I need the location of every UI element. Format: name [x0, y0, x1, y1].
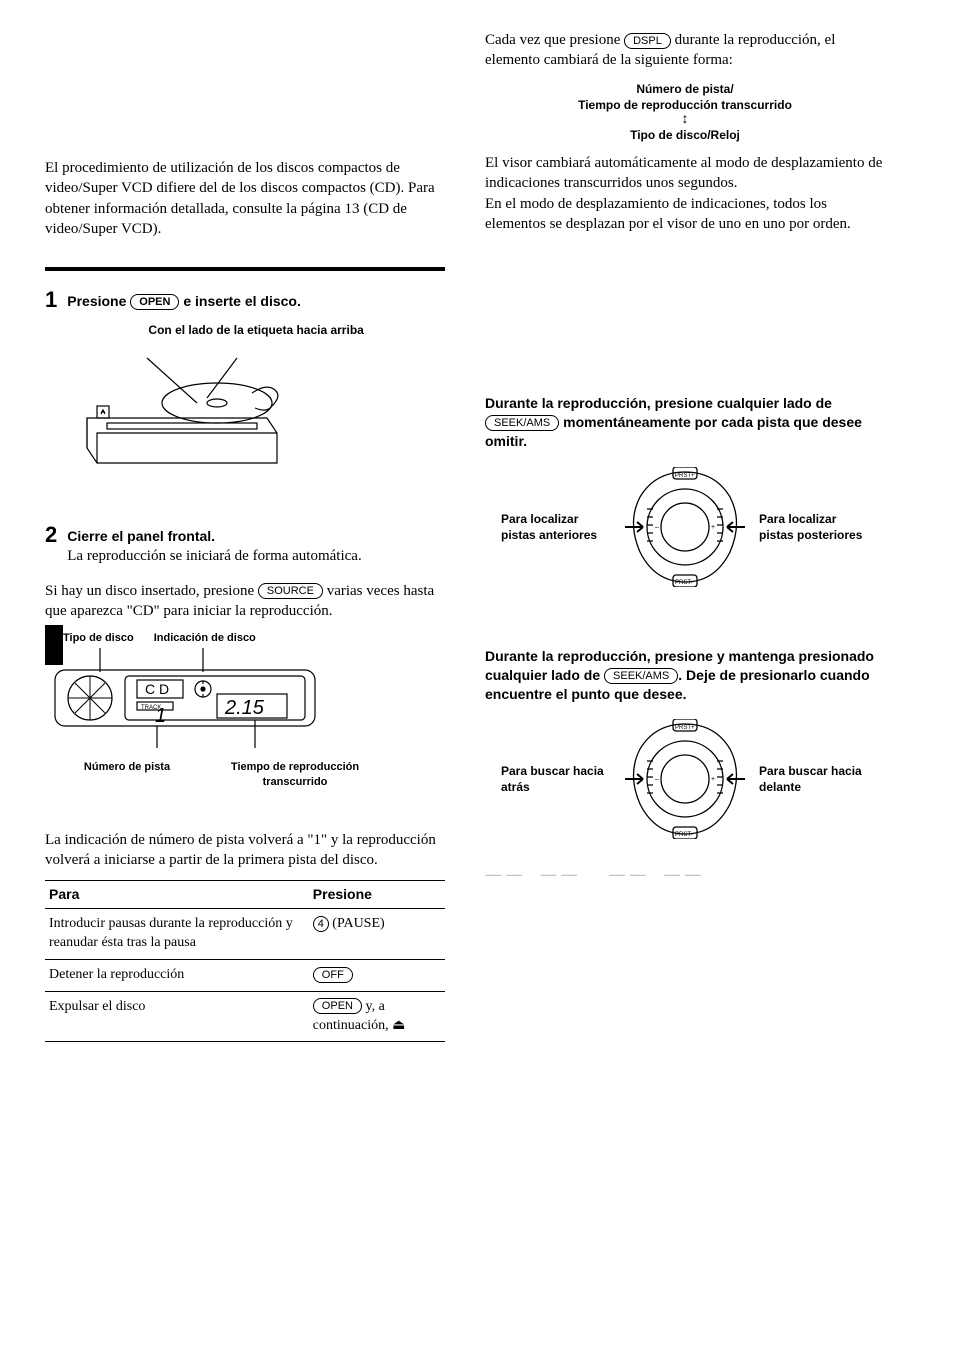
- step-2: 2 Cierre el panel frontal. La reproducci…: [45, 524, 445, 566]
- step2-body: La reproducción se iniciará de forma aut…: [67, 546, 445, 566]
- label-tipo-disco: Tipo de disco: [63, 631, 134, 646]
- table-cell-pause-action: Introducir pausas durante la reproducció…: [45, 909, 309, 960]
- seekams-button-label-2: SEEK/AMS: [604, 668, 678, 684]
- svg-text:2.15: 2.15: [224, 697, 265, 719]
- table-row: Expulsar el disco OPEN y, a continuación…: [45, 991, 445, 1042]
- locate-left-label: Para localizar pistas anteriores: [501, 511, 611, 543]
- locate-a: Durante la reproducción, presione cualqu…: [485, 395, 832, 411]
- display-diagram: C D TRACK 1 2.15: [45, 648, 445, 758]
- header-blank-box: [45, 30, 355, 140]
- svg-text:+: +: [711, 524, 715, 531]
- updown-arrow-icon: ↕: [485, 113, 885, 127]
- table-row: Introducir pausas durante la reproducció…: [45, 909, 445, 960]
- left-column: El procedimiento de utilización de los d…: [45, 30, 445, 1042]
- svg-text:1: 1: [155, 705, 166, 727]
- search-right-label: Para buscar hacia delante: [759, 763, 869, 795]
- controls-table: Para Presione Introducir pausas durante …: [45, 880, 445, 1042]
- source-button-label: SOURCE: [258, 583, 323, 599]
- rotary-dial-icon: PRST+ PRST- – +: [625, 467, 745, 587]
- rotary-locate-diagram: Para localizar pistas anteriores PRST+ P…: [485, 467, 885, 587]
- footer-marks: ⸺⸺ ⸺⸺ ⸺⸺ ⸺⸺: [485, 869, 885, 883]
- rotary-search-diagram: Para buscar hacia atrás PRST+ PRST- – + …: [485, 719, 885, 839]
- page-side-tab: [45, 625, 63, 665]
- table-cell-stop-action: Detener la reproducción: [45, 959, 309, 991]
- scroll-a: El visor cambiará automáticamente al mod…: [485, 153, 885, 194]
- table-row: Detener la reproducción OFF: [45, 959, 445, 991]
- step1-caption: Con el lado de la etiqueta hacia arriba: [67, 322, 445, 338]
- seekams-button-label: SEEK/AMS: [485, 415, 559, 431]
- cycle-bot: Tipo de disco/Reloj: [485, 127, 885, 143]
- step1-text-b: e inserte el disco.: [179, 293, 300, 309]
- table-cell-pause-key: 4 (PAUSE): [309, 909, 445, 960]
- dspl-a: Cada vez que presione: [485, 32, 624, 48]
- svg-text:PRST+: PRST+: [675, 725, 695, 731]
- step2-lead: Cierre el panel frontal.: [67, 527, 445, 546]
- table-cell-stop-key: OFF: [309, 959, 445, 991]
- after-last-track: La indicación de número de pista volverá…: [45, 830, 445, 871]
- svg-text:C D: C D: [145, 681, 169, 697]
- step1-lead: Presione OPEN e inserte el disco.: [67, 293, 301, 309]
- intro-paragraph: El procedimiento de utilización de los d…: [45, 158, 445, 239]
- if-disc-a: Si hay un disco insertado, presione: [45, 583, 258, 599]
- eject-icon: ⏏: [392, 1018, 405, 1033]
- svg-text:+: +: [711, 776, 715, 783]
- label-indicacion: Indicación de disco: [154, 631, 256, 646]
- locate-intro: Durante la reproducción, presione cualqu…: [485, 394, 885, 451]
- svg-text:–: –: [655, 776, 659, 783]
- open-button-label-2: OPEN: [313, 998, 362, 1014]
- display-cycle: Número de pista/ Tiempo de reproducción …: [485, 81, 885, 144]
- table-cell-eject-key: OPEN y, a continuación, ⏏: [309, 991, 445, 1042]
- if-disc-paragraph: Si hay un disco insertado, presione SOUR…: [45, 581, 445, 622]
- open-button-label: OPEN: [130, 294, 179, 310]
- label-numero-pista: Número de pista: [67, 760, 187, 790]
- step-1: 1 Presione OPEN e inserte el disco. Con …: [45, 289, 445, 516]
- svg-text:PRST-: PRST-: [675, 580, 693, 586]
- key-circled-4: 4: [313, 916, 329, 932]
- cycle-top1: Número de pista/: [485, 81, 885, 97]
- svg-text:PRST-: PRST-: [675, 832, 693, 838]
- search-intro: Durante la reproducción, presione y mant…: [485, 647, 885, 704]
- scroll-b: En el modo de desplazamiento de indicaci…: [485, 194, 885, 235]
- table-header-presione: Presione: [309, 881, 445, 909]
- section-rule: [45, 267, 445, 271]
- label-tiempo: Tiempo de reproducción transcurrido: [205, 760, 385, 790]
- rotary-dial-icon-2: PRST+ PRST- – +: [625, 719, 745, 839]
- dspl-button-label: DSPL: [624, 33, 671, 49]
- svg-text:PRST+: PRST+: [675, 473, 695, 479]
- key-pause-text: (PAUSE): [329, 916, 385, 931]
- locate-right-label: Para localizar pistas posteriores: [759, 511, 869, 543]
- dspl-paragraph: Cada vez que presione DSPL durante la re…: [485, 30, 885, 71]
- display-bottom-labels: Número de pista Tiempo de reproducción t…: [67, 760, 445, 790]
- right-column: Cada vez que presione DSPL durante la re…: [485, 30, 885, 1042]
- step1-text-a: Presione: [67, 293, 130, 309]
- step-number-2: 2: [45, 524, 57, 546]
- display-top-labels: Tipo de disco Indicación de disco: [63, 631, 445, 646]
- step-number-1: 1: [45, 289, 57, 311]
- search-left-label: Para buscar hacia atrás: [501, 763, 611, 795]
- table-header-para: Para: [45, 881, 309, 909]
- svg-text:–: –: [655, 524, 659, 531]
- table-cell-eject-action: Expulsar el disco: [45, 991, 309, 1042]
- insert-disc-diagram: [67, 348, 445, 498]
- off-button-label: OFF: [313, 967, 353, 983]
- cycle-top2: Tiempo de reproducción transcurrido: [485, 97, 885, 113]
